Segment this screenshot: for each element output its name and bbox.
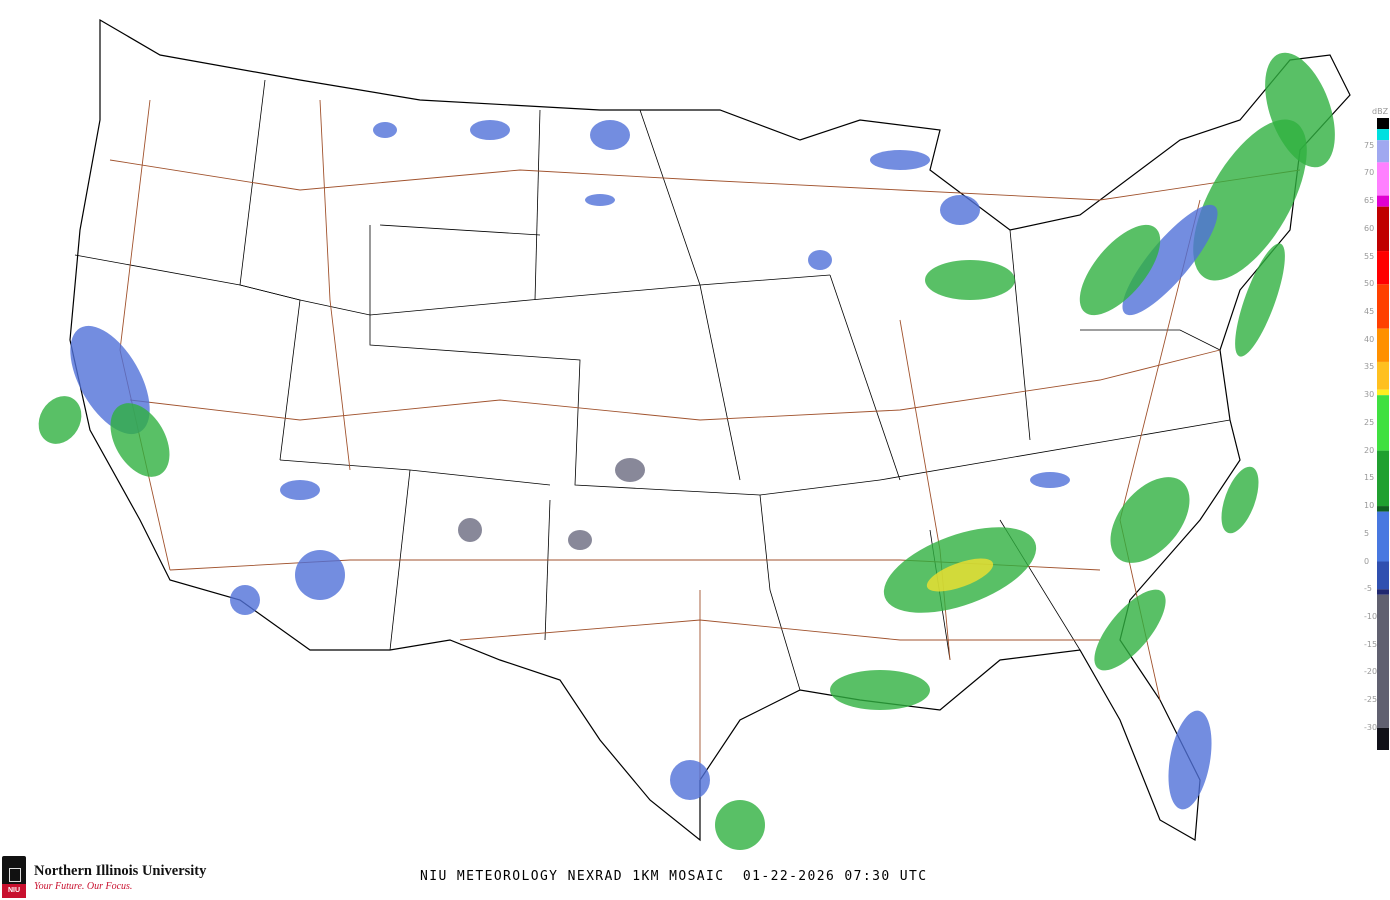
radar-echo	[470, 120, 510, 140]
radar-echo	[1110, 477, 1190, 563]
colorbar-label: 65	[1364, 196, 1375, 206]
niu-logo: NIU Northern Illinois University Your Fu…	[2, 856, 206, 898]
radar-echo	[295, 550, 345, 600]
colorbar-segment	[1377, 118, 1389, 130]
radar-echo	[230, 585, 260, 615]
colorbar-label: 10	[1364, 501, 1375, 511]
colorbar-unit: dBZ	[1372, 107, 1389, 116]
radar-echo	[38, 396, 82, 444]
colorbar-segment	[1377, 594, 1389, 728]
colorbar-label: 35	[1364, 362, 1375, 372]
radar-echo	[1168, 710, 1212, 810]
interstate-highways	[109, 99, 1301, 780]
colorbar-segment	[1377, 251, 1389, 285]
colorbar-segment	[1377, 727, 1389, 750]
dbz-colorbar	[1377, 118, 1389, 750]
radar-echo	[585, 194, 615, 206]
colorbar-label: -20	[1364, 667, 1378, 677]
colorbar-segment	[1377, 328, 1389, 362]
colorbar-segment	[1377, 450, 1389, 507]
radar-echo	[1079, 224, 1161, 316]
colorbar-label: -10	[1364, 611, 1378, 621]
colorbar-label: 55	[1364, 251, 1375, 261]
niu-seal-text: NIU	[2, 884, 26, 898]
colorbar-label: -5	[1364, 584, 1372, 594]
colorbar-segment	[1377, 140, 1389, 163]
colorbar-label: 40	[1364, 334, 1375, 344]
product-caption: NIU METEOROLOGY NEXRAD 1KM MOSAIC 01-22-…	[420, 869, 928, 884]
colorbar-segment	[1377, 389, 1389, 396]
radar-echo	[1193, 119, 1307, 281]
radar-echo	[715, 800, 765, 850]
colorbar-segment	[1377, 206, 1389, 252]
colorbar-label: 75	[1364, 140, 1375, 150]
colorbar-label: 45	[1364, 307, 1375, 317]
colorbar-label: -25	[1364, 695, 1378, 705]
radar-echo	[870, 150, 930, 170]
colorbar-label: 0	[1364, 556, 1370, 566]
radar-echo	[925, 260, 1015, 300]
colorbar-label: -30	[1364, 722, 1378, 732]
colorbar-label: 50	[1364, 279, 1375, 289]
radar-echo	[1122, 204, 1218, 316]
colorbar-segment	[1377, 506, 1389, 512]
colorbar-segment	[1377, 395, 1389, 451]
radar-echo	[940, 195, 980, 225]
colorbar-label: -15	[1364, 639, 1378, 649]
colorbar-label: 30	[1364, 390, 1375, 400]
radar-echo	[670, 760, 710, 800]
radar-echo	[1094, 589, 1166, 671]
university-name: Northern Illinois University	[34, 862, 207, 879]
radar-echo	[568, 530, 592, 550]
colorbar-label: 70	[1364, 168, 1375, 178]
university-tagline: Your Future. Our Focus.	[34, 880, 133, 892]
colorbar-segment	[1377, 129, 1389, 141]
colorbar-segment	[1377, 361, 1389, 390]
niu-seal-icon: NIU	[2, 856, 26, 898]
us-outline	[69, 18, 1351, 842]
colorbar-label: 20	[1364, 445, 1375, 455]
colorbar-segment	[1377, 195, 1389, 207]
radar-echo	[458, 518, 482, 542]
colorbar-label: 5	[1364, 528, 1370, 538]
radar-echo	[1221, 466, 1259, 534]
colorbar-segment	[1377, 162, 1389, 196]
colorbar-segment	[1377, 589, 1389, 595]
radar-echoes	[38, 52, 1335, 850]
radar-echo	[1235, 243, 1285, 357]
radar-echo	[280, 480, 320, 500]
radar-echo	[615, 458, 645, 482]
radar-echo	[808, 250, 832, 270]
colorbar-segment	[1377, 511, 1389, 562]
radar-echo	[373, 122, 397, 138]
radar-echo	[926, 558, 994, 592]
colorbar-label: 60	[1364, 223, 1375, 233]
colorbar-segment	[1377, 561, 1389, 590]
radar-echo	[110, 403, 170, 477]
colorbar-label: 25	[1364, 417, 1375, 427]
colorbar-label: 15	[1364, 473, 1375, 483]
radar-echo	[830, 670, 930, 710]
colorbar-segment	[1377, 284, 1389, 329]
radar-echo	[1030, 472, 1070, 488]
radar-echo	[590, 120, 630, 150]
